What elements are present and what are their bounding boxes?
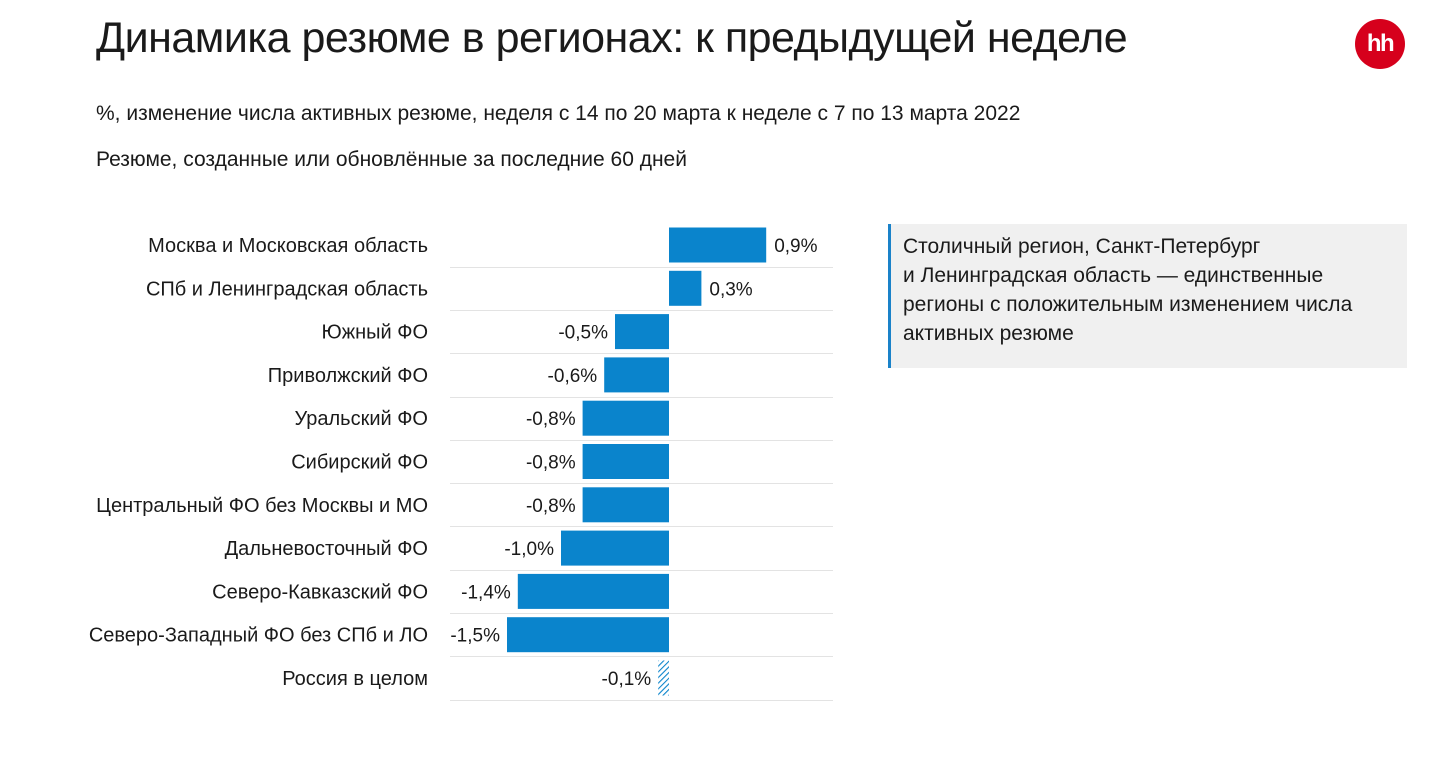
category-label: Приволжский ФО	[268, 365, 428, 387]
bar	[582, 400, 669, 436]
value-label: -0,6%	[548, 366, 598, 387]
annotation-box: Столичный регион, Санкт-Петербург и Лени…	[888, 224, 1407, 368]
value-label: -0,5%	[558, 323, 608, 344]
hh-logo: hh	[1355, 19, 1405, 69]
bar	[582, 444, 669, 479]
category-label: Дальневосточный ФО	[225, 538, 428, 560]
bar	[669, 270, 702, 306]
category-label: СПб и Ленинградская область	[146, 278, 428, 300]
category-label: Центральный ФО без Москвы и МО	[96, 495, 428, 517]
bar	[561, 530, 669, 566]
bar	[615, 314, 669, 350]
value-label: -0,8%	[526, 496, 576, 517]
category-label: Москва и Московская область	[148, 235, 428, 257]
bar	[582, 487, 669, 523]
bar	[604, 357, 669, 393]
bar	[507, 617, 669, 653]
chart-subtitle-note: Резюме, созданные или обновлённые за пос…	[96, 148, 687, 171]
value-label: -1,4%	[461, 582, 511, 603]
category-label: Россия в целом	[282, 668, 428, 690]
bar	[669, 227, 767, 263]
annotation-line: активных резюме	[903, 322, 1074, 345]
value-label: -1,5%	[450, 626, 500, 647]
bar-total	[658, 660, 669, 696]
chart-subtitle: %, изменение числа активных резюме, неде…	[96, 102, 1021, 125]
value-label: -0,8%	[526, 409, 576, 430]
category-label: Северо-Кавказский ФО	[212, 581, 428, 603]
category-label: Северо-Западный ФО без СПб и ЛО	[89, 625, 428, 647]
value-label: -0,8%	[526, 453, 576, 474]
annotation-line: Столичный регион, Санкт-Петербург	[903, 235, 1261, 258]
value-label: -1,0%	[504, 539, 554, 560]
value-label: 0,9%	[774, 236, 817, 257]
category-label: Сибирский ФО	[291, 452, 428, 474]
annotation-line: регионы с положительным изменением числа	[903, 293, 1353, 316]
value-label: 0,3%	[709, 279, 752, 300]
annotation-line: и Ленинградская область — единственные	[903, 264, 1324, 287]
category-label: Южный ФО	[322, 322, 429, 344]
value-label: -0,1%	[602, 669, 652, 690]
chart-title: Динамика резюме в регионах: к предыдущей…	[96, 14, 1128, 62]
bar	[517, 573, 669, 609]
category-label: Уральский ФО	[294, 408, 428, 430]
